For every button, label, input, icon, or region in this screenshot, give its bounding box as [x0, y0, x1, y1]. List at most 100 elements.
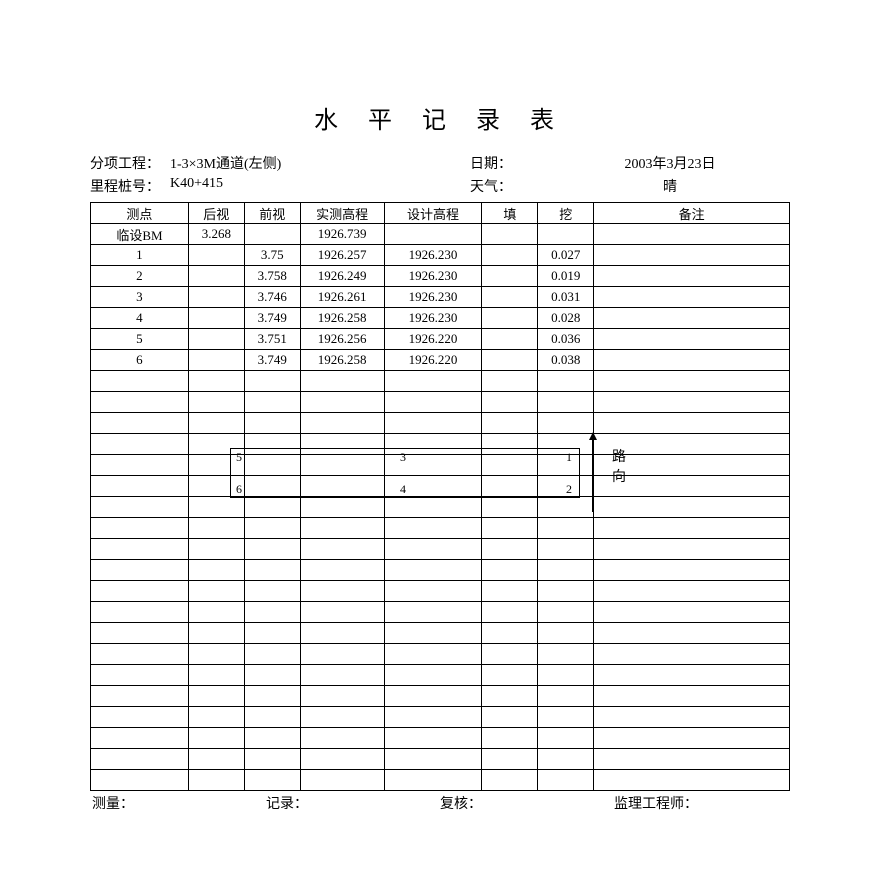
cell	[594, 602, 790, 623]
table-row	[91, 749, 790, 770]
table-row	[91, 455, 790, 476]
cell: 0.036	[538, 329, 594, 350]
col-header-4: 设计高程	[384, 203, 482, 224]
cell	[384, 392, 482, 413]
cell	[188, 371, 244, 392]
footer-supervisor: 监理工程师：	[614, 793, 788, 813]
cell	[384, 749, 482, 770]
col-header-7: 备注	[594, 203, 790, 224]
cell: 1	[91, 245, 189, 266]
table-row	[91, 602, 790, 623]
cell	[188, 287, 244, 308]
cell	[538, 497, 594, 518]
cell	[91, 476, 189, 497]
mileage-value: K40+415	[170, 176, 470, 196]
cell	[300, 455, 384, 476]
cell	[594, 665, 790, 686]
col-header-5: 填	[482, 203, 538, 224]
cell	[384, 728, 482, 749]
cell	[482, 245, 538, 266]
cell: 2	[91, 266, 189, 287]
footer-row: 测量： 记录： 复核： 监理工程师：	[90, 793, 790, 813]
col-header-0: 测点	[91, 203, 189, 224]
cell	[538, 392, 594, 413]
cell	[244, 392, 300, 413]
cell	[538, 728, 594, 749]
table-header-row: 测点后视前视实测高程设计高程填挖备注	[91, 203, 790, 224]
cell	[300, 392, 384, 413]
cell: 1926.220	[384, 350, 482, 371]
cell	[244, 623, 300, 644]
cell	[384, 497, 482, 518]
col-header-3: 实测高程	[300, 203, 384, 224]
cell	[482, 581, 538, 602]
cell	[300, 686, 384, 707]
cell: 1926.739	[300, 224, 384, 245]
table-row	[91, 434, 790, 455]
cell	[482, 602, 538, 623]
cell	[594, 497, 790, 518]
cell	[300, 371, 384, 392]
table-row	[91, 518, 790, 539]
table-row: 33.7461926.2611926.2300.031	[91, 287, 790, 308]
cell	[482, 749, 538, 770]
cell	[244, 476, 300, 497]
cell	[482, 455, 538, 476]
cell	[482, 224, 538, 245]
cell	[482, 497, 538, 518]
cell	[482, 665, 538, 686]
cell	[384, 707, 482, 728]
cell	[244, 665, 300, 686]
cell	[482, 644, 538, 665]
cell	[91, 539, 189, 560]
cell	[91, 686, 189, 707]
cell	[594, 287, 790, 308]
cell	[482, 287, 538, 308]
cell	[384, 623, 482, 644]
cell: 0.027	[538, 245, 594, 266]
table-row	[91, 770, 790, 791]
cell	[384, 770, 482, 791]
table-row: 63.7491926.2581926.2200.038	[91, 350, 790, 371]
project-label: 分项工程：	[90, 153, 170, 173]
cell: 临设BM	[91, 224, 189, 245]
cell	[594, 518, 790, 539]
cell	[300, 644, 384, 665]
cell	[300, 560, 384, 581]
cell	[482, 476, 538, 497]
date-label: 日期：	[470, 153, 550, 173]
cell	[594, 224, 790, 245]
cell	[482, 707, 538, 728]
cell	[91, 770, 189, 791]
cell: 5	[91, 329, 189, 350]
col-header-6: 挖	[538, 203, 594, 224]
cell: 3.75	[244, 245, 300, 266]
cell	[300, 518, 384, 539]
cell	[91, 518, 189, 539]
cell	[244, 707, 300, 728]
cell	[188, 623, 244, 644]
route-label-2: 向	[612, 468, 626, 488]
cell	[482, 329, 538, 350]
cell	[300, 539, 384, 560]
cell	[538, 413, 594, 434]
cell	[244, 413, 300, 434]
route-label: 路 向	[612, 448, 626, 488]
cell	[188, 392, 244, 413]
cell	[300, 623, 384, 644]
cell: 0.028	[538, 308, 594, 329]
cell	[538, 539, 594, 560]
cell	[244, 518, 300, 539]
meta-row-2: 里程桩号： K40+415 天气： 晴	[90, 176, 790, 196]
cell	[482, 623, 538, 644]
cell	[244, 371, 300, 392]
cell	[538, 644, 594, 665]
cell	[384, 602, 482, 623]
cell	[594, 644, 790, 665]
cell	[300, 497, 384, 518]
cell	[91, 665, 189, 686]
cell: 1926.230	[384, 287, 482, 308]
cell: 0.038	[538, 350, 594, 371]
cell	[482, 392, 538, 413]
cell	[300, 602, 384, 623]
